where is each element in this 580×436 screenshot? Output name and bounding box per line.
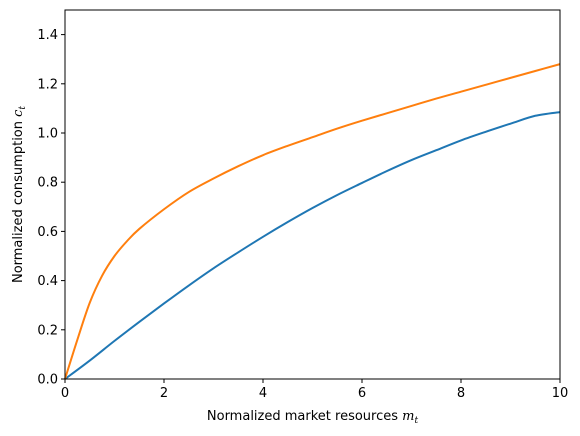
x-axis-label-subscript: t: [414, 416, 418, 426]
x-tick-label: 4: [259, 386, 267, 401]
x-tick-label: 2: [160, 386, 168, 401]
y-tick-label: 0.4: [37, 274, 58, 289]
y-axis-label-text: Normalized consumption: [11, 117, 26, 283]
y-tick-label: 0.0: [37, 373, 58, 388]
y-tick-label: 0.6: [37, 225, 58, 240]
y-axis-label: Normalized consumption ct: [11, 106, 28, 283]
x-tick-label: 6: [358, 386, 366, 401]
x-tick-label: 8: [457, 386, 465, 401]
x-tick-label: 10: [552, 386, 569, 401]
x-axis-label-text: Normalized market resources: [207, 409, 402, 424]
x-axis-label: Normalized market resources mt: [207, 409, 419, 426]
x-axis-label-math: m: [402, 409, 414, 424]
y-tick-label: 1.0: [37, 127, 58, 142]
y-tick-label: 0.8: [37, 176, 58, 191]
y-tick-label: 1.4: [37, 28, 58, 43]
y-tick-label: 1.2: [37, 77, 58, 92]
x-tick-label: 0: [61, 386, 69, 401]
y-axis-label-subscript: t: [18, 106, 28, 110]
y-tick-label: 0.2: [37, 323, 58, 338]
